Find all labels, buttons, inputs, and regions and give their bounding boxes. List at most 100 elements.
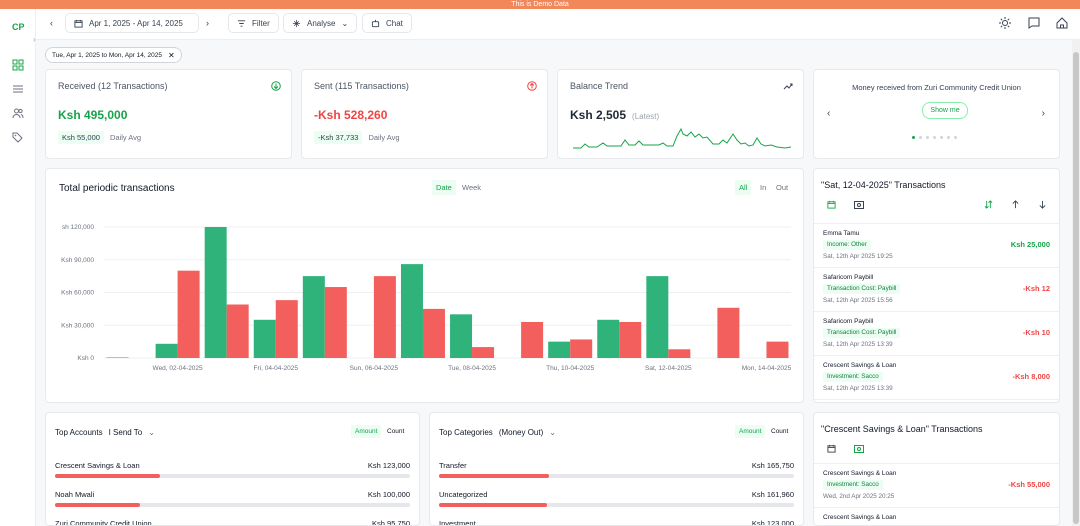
chevron-right-icon[interactable]: › xyxy=(206,18,209,28)
sort-icon[interactable] xyxy=(984,200,993,209)
rank-row[interactable]: Zuri Community Credit Union Ksh 95,750 xyxy=(55,519,410,525)
app-logo[interactable]: CP xyxy=(12,22,25,32)
show-me-button[interactable]: Show me xyxy=(922,102,968,119)
carousel-dot[interactable] xyxy=(947,136,950,139)
transaction-category-tag: Transaction Cost: Paybill xyxy=(823,284,901,294)
analyse-button[interactable]: Analyse ⌄ xyxy=(283,13,358,33)
rank-row[interactable]: Uncategorized Ksh 161,960 xyxy=(439,490,794,510)
toggle-all[interactable]: All xyxy=(735,180,752,195)
menu-icon[interactable] xyxy=(12,83,24,95)
home-icon[interactable] xyxy=(1055,16,1069,30)
scrollbar-thumb[interactable] xyxy=(1073,52,1079,524)
rank-row[interactable]: Crescent Savings & Loan Ksh 123,000 xyxy=(55,461,410,481)
transaction-row[interactable]: Safaricom Paybill Transaction Cost: Paybi… xyxy=(814,268,1059,312)
bar-out[interactable] xyxy=(472,347,495,358)
rank-value: Ksh 161,960 xyxy=(751,490,794,499)
top-accounts-dropdown[interactable]: I Send To xyxy=(108,428,143,437)
chevron-right-icon[interactable]: › xyxy=(33,35,36,44)
carousel-dot[interactable] xyxy=(933,136,936,139)
bar-in[interactable] xyxy=(597,319,620,358)
bar-out[interactable] xyxy=(226,304,249,358)
filter-button[interactable]: Filter xyxy=(228,13,279,33)
carousel-dot[interactable] xyxy=(954,136,957,139)
y-tick-label: sh 120,000 xyxy=(62,224,95,231)
bar-in[interactable] xyxy=(400,264,423,358)
rank-row[interactable]: Noah Mwali Ksh 100,000 xyxy=(55,490,410,510)
dashboard-icon[interactable] xyxy=(12,59,24,71)
bar-out[interactable] xyxy=(275,300,298,358)
transaction-row[interactable]: Crescent Savings & Loan Investment: Sacco… xyxy=(814,356,1059,400)
bar-out[interactable] xyxy=(668,349,691,358)
transaction-row[interactable]: Safaricom Paybill Transaction Cost: Paybi… xyxy=(814,312,1059,356)
transaction-row[interactable]: Crescent Savings & Loan xyxy=(814,508,1059,525)
money-icon[interactable] xyxy=(854,201,864,209)
toggle-in[interactable]: In xyxy=(760,183,767,192)
bar-in[interactable] xyxy=(450,314,473,358)
toggle-amount[interactable]: Amount xyxy=(351,425,382,438)
bar-in[interactable] xyxy=(646,276,669,358)
received-daily-avg: Ksh 55,000 xyxy=(58,131,104,144)
carousel-dot[interactable] xyxy=(926,136,929,139)
sun-icon[interactable] xyxy=(998,16,1012,30)
top-categories-card: Top Categories (Money Out) ⌄ Amount Coun… xyxy=(429,412,804,526)
toggle-out[interactable]: Out xyxy=(776,183,789,192)
calendar-icon[interactable] xyxy=(827,200,836,209)
bar-out[interactable] xyxy=(324,287,347,358)
bar-in[interactable] xyxy=(253,319,276,358)
bar-out[interactable] xyxy=(177,270,200,358)
bar-in[interactable] xyxy=(548,341,571,358)
toggle-week[interactable]: Week xyxy=(462,183,482,192)
transaction-name: Crescent Savings & Loan xyxy=(823,514,897,521)
sent-card: Sent (115 Transactions) -Ksh 528,260 -Ks… xyxy=(301,69,548,159)
calendar-icon[interactable] xyxy=(827,444,836,453)
chat-button[interactable]: Chat xyxy=(362,13,412,33)
share-icon[interactable] xyxy=(783,81,793,91)
carousel-dot[interactable] xyxy=(940,136,943,139)
message-icon[interactable] xyxy=(1027,16,1041,30)
transaction-amount: -Ksh 55,000 xyxy=(1008,480,1050,489)
users-icon[interactable] xyxy=(12,107,24,119)
bar-out[interactable] xyxy=(422,308,445,358)
chevron-down-icon[interactable]: ⌄ xyxy=(148,428,155,437)
toggle-date[interactable]: Date xyxy=(432,180,456,195)
top-categories-dropdown[interactable]: (Money Out) xyxy=(498,428,544,437)
bar-out[interactable] xyxy=(570,339,593,358)
x-tick-label: Wed, 02-04-2025 xyxy=(153,365,203,372)
bar-out[interactable] xyxy=(619,321,642,358)
close-icon[interactable]: ✕ xyxy=(167,50,175,60)
transaction-row[interactable]: Emma Tamu Income: Other Sat, 12th Apr 2025… xyxy=(814,224,1059,268)
bar-out[interactable] xyxy=(717,307,740,358)
bar-in[interactable] xyxy=(106,357,129,358)
carousel-next-icon[interactable]: › xyxy=(1041,108,1045,119)
carousel-dot[interactable] xyxy=(919,136,922,139)
day-transactions-list: Emma Tamu Income: Other Sat, 12th Apr 2025… xyxy=(814,224,1059,402)
money-icon[interactable] xyxy=(854,445,864,453)
bar-out[interactable] xyxy=(521,321,544,358)
chevron-left-icon[interactable]: ‹ xyxy=(50,18,53,28)
transaction-name: Emma Tamu xyxy=(823,230,860,237)
chip-label: Tue, Apr 1, 2025 to Mon, Apr 14, 2025 xyxy=(52,51,162,59)
date-range-button[interactable]: Apr 1, 2025 - Apr 14, 2025 xyxy=(65,13,199,33)
arrow-up-icon[interactable] xyxy=(1011,200,1020,209)
carousel-prev-icon[interactable]: ‹ xyxy=(827,108,831,119)
bar-out[interactable] xyxy=(766,341,789,358)
transaction-category-tag: Income: Other xyxy=(823,240,871,250)
bar-in[interactable] xyxy=(155,343,178,358)
rank-value: Ksh 165,750 xyxy=(751,461,794,470)
tags-icon[interactable] xyxy=(12,131,24,143)
sent-daily-avg-label: Daily Avg xyxy=(368,133,400,142)
toggle-count[interactable]: Count xyxy=(771,428,789,435)
rank-row[interactable]: Investment Ksh 123,000 xyxy=(439,519,794,525)
account-transactions-list: Crescent Savings & Loan Investment: Sacco… xyxy=(814,464,1059,525)
chevron-down-icon[interactable]: ⌄ xyxy=(549,428,556,437)
toggle-amount[interactable]: Amount xyxy=(735,425,766,438)
toggle-count[interactable]: Count xyxy=(387,428,405,435)
transaction-row[interactable]: Crescent Savings & Loan Investment: Sacco… xyxy=(814,464,1059,508)
carousel-dot[interactable] xyxy=(912,136,915,139)
rank-row[interactable]: Transfer Ksh 165,750 xyxy=(439,461,794,481)
page-scrollbar[interactable] xyxy=(1072,40,1080,526)
arrow-down-icon[interactable] xyxy=(1038,200,1047,209)
bar-in[interactable] xyxy=(302,276,325,358)
bar-out[interactable] xyxy=(373,276,396,358)
bar-in[interactable] xyxy=(204,227,227,358)
